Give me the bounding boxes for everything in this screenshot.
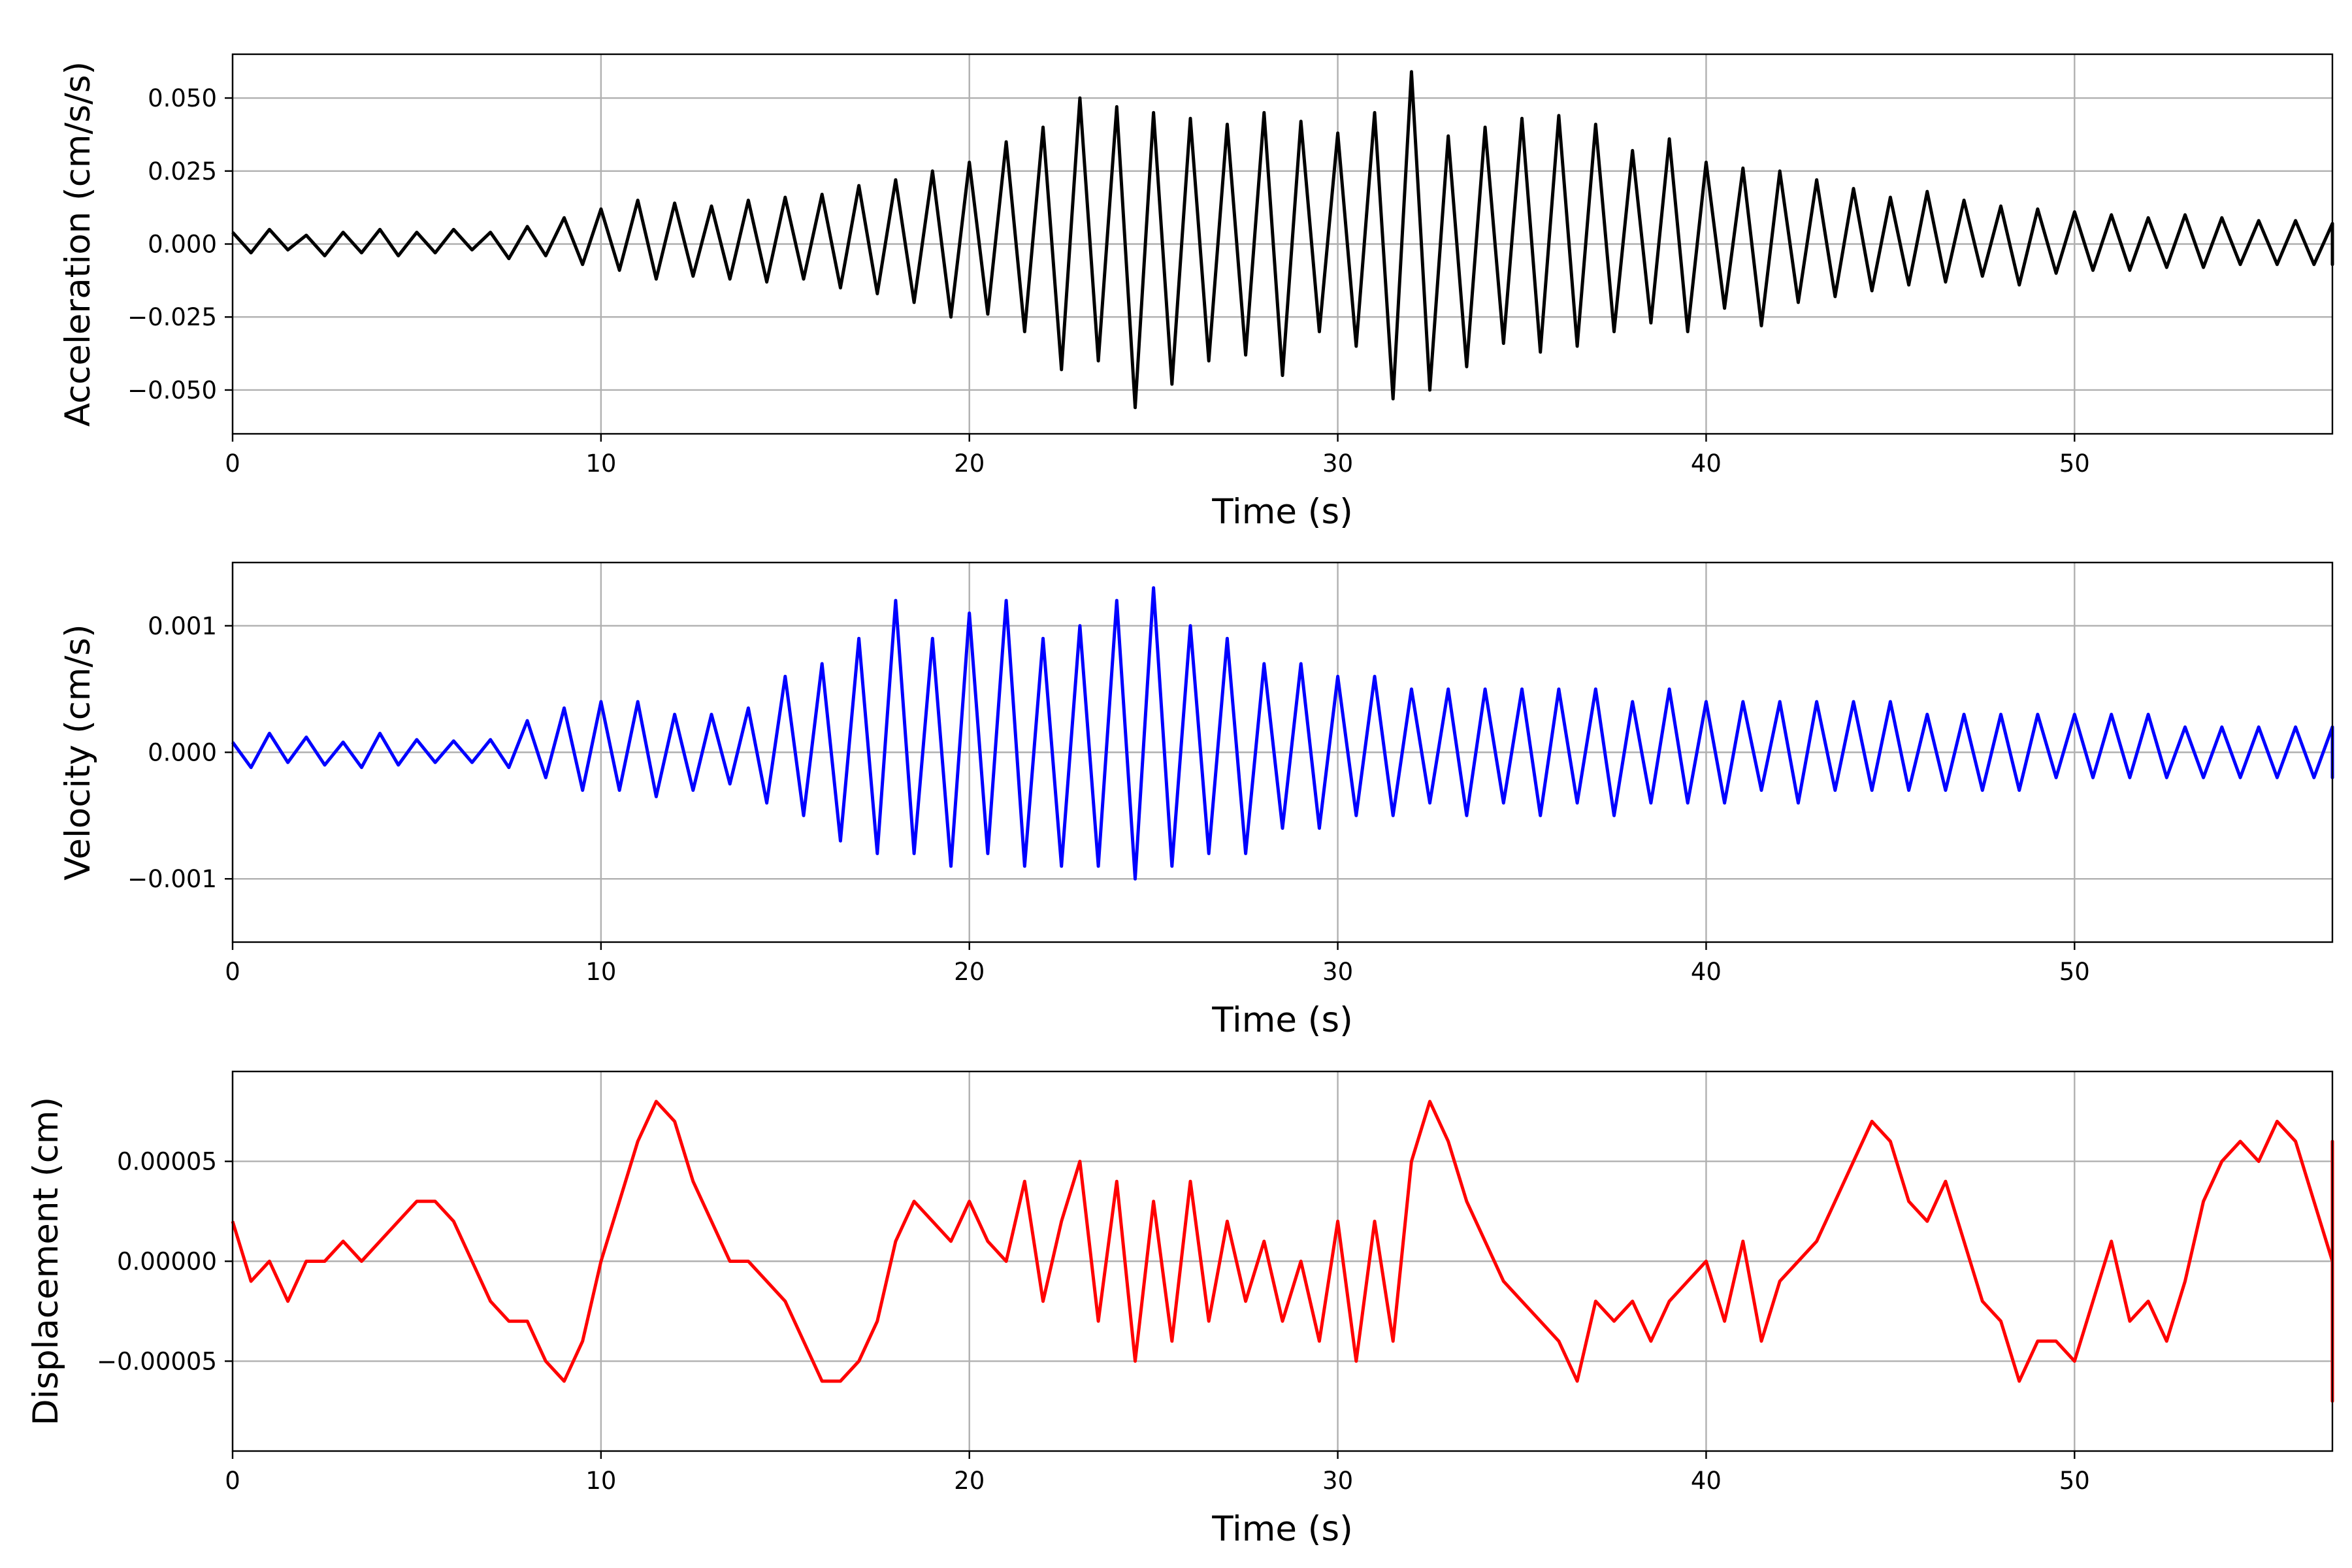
displacement-y-tick-label: 0.00005	[117, 1148, 217, 1176]
acceleration-x-tick-label: 20	[954, 449, 985, 478]
displacement-x-axis-label: Time (s)	[1211, 1509, 1353, 1549]
acceleration-line	[231, 70, 2334, 410]
acceleration-ticks: 0 10 20 30 40 50 0.050 0.025 0.000 −0.025 −0.050	[127, 84, 2090, 478]
velocity-x-tick-label: 30	[1322, 958, 1353, 986]
velocity-x-tick-label: 20	[954, 958, 985, 986]
velocity-ticks: 0 10 20 30 40 50 0.001 0.000 −0.001	[127, 612, 2090, 986]
velocity-x-tick-label: 40	[1691, 958, 1722, 986]
acceleration-y-axis-label: Acceleration (cm/s/s)	[58, 61, 98, 427]
acceleration-x-tick-label: 30	[1322, 449, 1353, 478]
velocity-x-axis-label: Time (s)	[1211, 1000, 1353, 1040]
acceleration-x-tick-label: 50	[2059, 449, 2090, 478]
acceleration-y-tick-label: 0.025	[148, 157, 217, 186]
displacement-line	[231, 1100, 2334, 1403]
velocity-grid	[231, 563, 2332, 942]
displacement-x-tick-label: 40	[1691, 1467, 1722, 1495]
acceleration-x-tick-label: 0	[225, 449, 240, 478]
acceleration-grid	[231, 54, 2332, 434]
displacement-x-tick-label: 50	[2059, 1467, 2090, 1495]
acceleration-x-axis-label: Time (s)	[1211, 492, 1353, 532]
acceleration-chart: 0 10 20 30 40 50 0.050 0.025 0.000 −0.025 −0.050 T…	[58, 53, 2334, 532]
velocity-y-tick-label: −0.001	[127, 865, 217, 893]
velocity-x-tick-label: 0	[225, 958, 240, 986]
displacement-grid	[231, 1071, 2332, 1451]
displacement-x-tick-label: 30	[1322, 1467, 1353, 1495]
acceleration-y-tick-label: 0.050	[148, 84, 217, 112]
velocity-line	[231, 586, 2334, 881]
velocity-x-tick-label: 50	[2059, 958, 2090, 986]
velocity-y-tick-label: 0.001	[148, 612, 217, 640]
velocity-chart: 0 10 20 30 40 50 0.001 0.000 −0.001 Time (s) Vel…	[58, 561, 2334, 1040]
velocity-x-tick-label: 10	[585, 958, 616, 986]
acceleration-y-tick-label: −0.025	[127, 303, 217, 331]
displacement-chart: 0 10 20 30 40 50 0.00005 0.00000 −0.00005 Time (…	[26, 1070, 2334, 1549]
velocity-y-tick-label: 0.000	[148, 739, 217, 767]
acceleration-y-tick-label: 0.000	[148, 231, 217, 259]
displacement-y-axis-label: Displacement (cm)	[26, 1097, 66, 1426]
acceleration-x-tick-label: 40	[1691, 449, 1722, 478]
displacement-x-tick-label: 10	[585, 1467, 616, 1495]
acceleration-x-tick-label: 10	[585, 449, 616, 478]
displacement-ticks: 0 10 20 30 40 50 0.00005 0.00000 −0.00005	[97, 1148, 2090, 1495]
acceleration-y-tick-label: −0.050	[127, 376, 217, 404]
displacement-x-tick-label: 0	[225, 1467, 240, 1495]
velocity-y-axis-label: Velocity (cm/s)	[58, 624, 98, 880]
displacement-x-tick-label: 20	[954, 1467, 985, 1495]
displacement-y-tick-label: 0.00000	[117, 1248, 217, 1276]
displacement-y-tick-label: −0.00005	[97, 1347, 217, 1375]
